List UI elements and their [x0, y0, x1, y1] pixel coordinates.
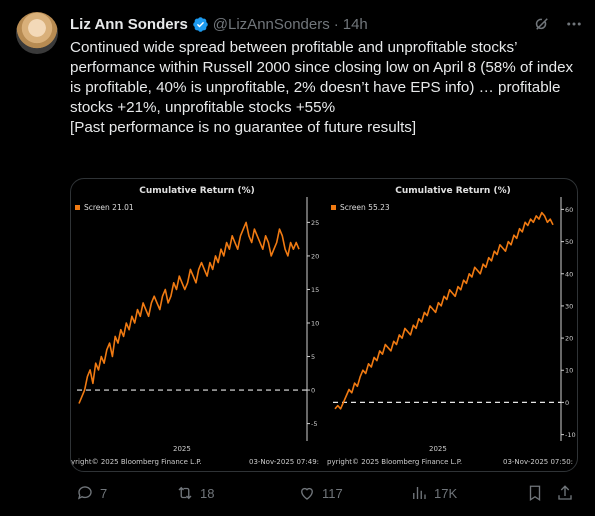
- grok-icon[interactable]: [533, 15, 551, 33]
- chart-legend: Screen 21.01: [75, 203, 134, 212]
- chart-copyright: pyright© 2025 Bloomberg Finance L.P.: [327, 458, 463, 466]
- chart-unprofitable: Cumulative Return (%) Screen 55.23 60 50 4…: [327, 179, 577, 471]
- series-line: [78, 221, 300, 404]
- x-axis-label: 2025: [173, 445, 191, 453]
- legend-label: Screen 21.01: [84, 203, 134, 212]
- reply-count: 7: [100, 485, 108, 501]
- view-count: 17K: [434, 485, 458, 501]
- verified-badge-icon: [193, 16, 208, 32]
- reply-icon: [77, 486, 92, 500]
- chart-timestamp: 03-Nov-2025 07:49:: [249, 458, 320, 466]
- series-line: [334, 211, 554, 410]
- heart-icon: [301, 487, 313, 500]
- chart-timestamp: 03-Nov-2025 07:50:: [503, 458, 574, 466]
- legend-swatch: [331, 205, 336, 210]
- action-bar: 7 18 117 17K: [70, 484, 580, 504]
- y-tick-label: -10: [565, 431, 576, 439]
- chart-legend: Screen 55.23: [331, 203, 390, 212]
- views-button[interactable]: 17K: [410, 484, 457, 502]
- timestamp[interactable]: 14h: [342, 15, 368, 33]
- repost-button[interactable]: 18: [176, 484, 214, 502]
- chart-copyright: yright© 2025 Bloomberg Finance L.P.: [71, 458, 202, 466]
- tweet-media[interactable]: Cumulative Return (%) Screen 21.01 25 20 1…: [70, 178, 578, 472]
- chart-profitable: Cumulative Return (%) Screen 21.01 25 20 1…: [71, 179, 323, 471]
- y-tick-label: -5: [311, 420, 317, 428]
- y-tick-label: 25: [311, 219, 319, 227]
- legend-label: Screen 55.23: [340, 203, 390, 212]
- repost-count: 18: [200, 485, 215, 501]
- bookmark-icon: [529, 485, 541, 502]
- author-handle[interactable]: @LizAnnSonders: [212, 15, 330, 33]
- y-tick-label: 20: [311, 252, 319, 260]
- share-button[interactable]: [556, 484, 574, 502]
- y-tick-label: 40: [565, 270, 573, 278]
- bookmark-button[interactable]: [526, 484, 544, 502]
- separator-dot: ·: [333, 15, 339, 33]
- chart-plot: 25 20 15 10 5 0 -5: [77, 197, 319, 441]
- x-axis-label: 2025: [429, 445, 447, 453]
- chart-title: Cumulative Return (%): [139, 186, 255, 196]
- legend-swatch: [75, 205, 80, 210]
- y-tick-label: 30: [565, 302, 573, 310]
- y-tick-label: 10: [565, 367, 573, 375]
- tweet-text: Continued wide spread between profitable…: [70, 39, 574, 136]
- author-name[interactable]: Liz Ann Sonders: [70, 15, 188, 33]
- y-tick-label: 20: [565, 335, 573, 343]
- like-count: 117: [322, 485, 343, 501]
- y-tick-label: 10: [311, 320, 319, 328]
- avatar[interactable]: [16, 12, 58, 54]
- chart-title: Cumulative Return (%): [395, 186, 511, 196]
- analytics-icon: [413, 487, 426, 499]
- y-tick-label: 60: [565, 206, 573, 214]
- y-tick-label: 0: [565, 399, 569, 407]
- more-icon[interactable]: [565, 15, 583, 33]
- y-tick-label: 50: [565, 238, 573, 246]
- y-tick-label: 15: [311, 286, 319, 294]
- chart-plot: 60 50 40 30 20 10 0 -10: [333, 197, 576, 441]
- y-tick-label: 5: [311, 353, 315, 361]
- like-button[interactable]: 117: [298, 484, 343, 502]
- repost-icon: [178, 486, 192, 500]
- y-tick-label: 0: [311, 387, 315, 395]
- reply-button[interactable]: 7: [76, 484, 107, 502]
- tweet-header: Liz Ann Sonders @LizAnnSonders · 14h: [70, 14, 583, 34]
- share-icon: [558, 485, 572, 500]
